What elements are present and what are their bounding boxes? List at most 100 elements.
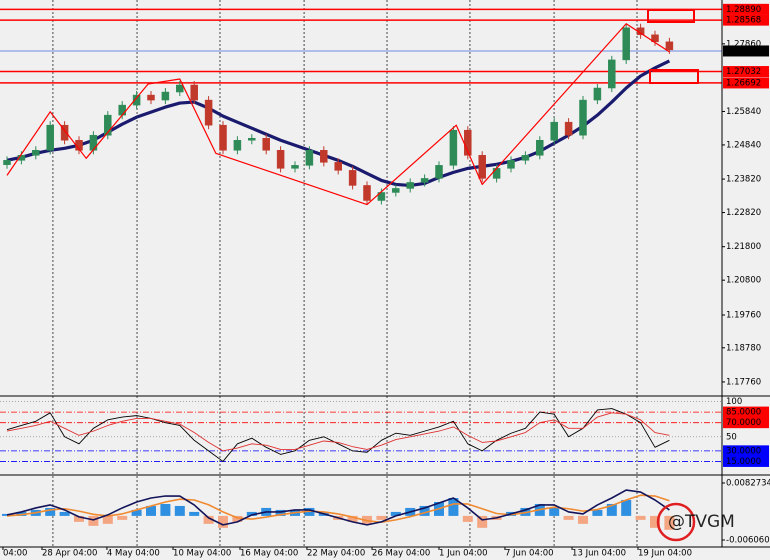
candle-body <box>593 87 602 101</box>
candle-body <box>89 134 98 151</box>
candle-body <box>147 94 155 101</box>
candle-body <box>132 94 141 106</box>
level-label: 1.28568 <box>726 16 761 26</box>
y-tick-label: 30.0000 <box>726 446 761 456</box>
last-price-label: 1.27647 <box>726 46 761 56</box>
x-tick-label: 13 Jun 04:00 <box>572 549 626 559</box>
labels-layer: 04:00 28 Apr 04:00 4 May 04:00 10 May 04:00… <box>3 3 770 559</box>
x-tick-label: 22 May 04:00 <box>307 549 365 559</box>
candle-body <box>17 155 26 161</box>
candle-body <box>550 121 558 141</box>
level-label-box <box>723 3 769 15</box>
y-tick-label: 100 <box>726 397 742 407</box>
oscillator-line <box>6 408 670 462</box>
histogram-bar <box>218 515 228 528</box>
candle-body <box>492 168 501 179</box>
y-tick-label: 1.27860 <box>726 39 761 49</box>
x-tick-label: 7 Jun 04:00 <box>505 549 554 559</box>
histogram-bar <box>88 515 99 526</box>
candle-body <box>507 160 515 169</box>
histogram-bar <box>174 505 185 516</box>
histogram-bar <box>664 515 675 530</box>
macd-line <box>6 489 670 526</box>
y-tick-label: 1.18780 <box>726 343 761 353</box>
histogram-bar <box>246 511 257 516</box>
candle-body <box>248 137 256 141</box>
level-label: 1.28890 <box>726 5 761 15</box>
histogram-bar <box>102 515 113 524</box>
histogram-bar <box>606 503 617 516</box>
watermark-circle <box>656 502 696 542</box>
x-tick-label: 26 May 04:00 <box>372 549 430 559</box>
candle-body <box>161 91 170 101</box>
x-tick-label: 28 Apr 04:00 <box>42 549 97 559</box>
histogram-bar <box>549 507 560 516</box>
histogram-bar <box>592 509 603 516</box>
y-tick-label: 1.25840 <box>726 107 761 117</box>
y-tick-label-box <box>723 406 769 418</box>
y-tick-label-box <box>723 445 769 457</box>
y-tick-label: 1.23820 <box>726 175 761 185</box>
candle-body <box>420 178 429 183</box>
histogram-bar <box>635 515 646 520</box>
y-tick-label: 1.17760 <box>726 377 761 387</box>
candle-body <box>176 84 184 93</box>
histogram-bar <box>477 515 488 528</box>
candle-body <box>204 99 213 126</box>
y-tick-label: 1.21800 <box>726 242 761 252</box>
candle-body <box>190 84 198 101</box>
y-tick-label: 15.0000 <box>726 457 761 467</box>
histogram-bar <box>419 505 430 516</box>
y-tick-label: 1.20800 <box>726 276 761 286</box>
y-tick-label-box <box>723 455 769 467</box>
level-label: 1.27032 <box>726 67 761 77</box>
histogram-bar <box>376 515 387 520</box>
candle-body <box>521 155 530 161</box>
candle-body <box>46 124 54 151</box>
y-tick-label: 70.0000 <box>726 418 761 428</box>
x-tick-label: 16 May 04:00 <box>240 549 298 559</box>
histogram-bar <box>74 515 84 522</box>
histogram-bar <box>275 509 286 516</box>
candle-body <box>579 99 587 136</box>
y-tick-label: 85.0000 <box>726 408 761 418</box>
y-tick-label: 1.24840 <box>726 140 761 150</box>
histogram-bar <box>563 515 574 520</box>
x-tick-label: 04:00 <box>3 549 28 559</box>
candle-body <box>449 129 458 166</box>
level-label-box <box>723 14 769 26</box>
histogram-bar <box>621 499 632 516</box>
candle-body <box>608 59 616 89</box>
histogram-bar <box>462 515 473 522</box>
candle-body <box>665 41 674 51</box>
candle-body <box>219 124 227 151</box>
candle-body <box>536 139 544 156</box>
annotation-box <box>647 9 695 23</box>
histogram-bar <box>448 498 459 516</box>
x-tick-label: 19 Jun 04:00 <box>638 549 692 559</box>
y-tick-label: 1.19760 <box>726 310 761 320</box>
candle-body <box>363 185 371 201</box>
histogram-bar <box>45 507 56 516</box>
histogram-bar <box>203 515 214 524</box>
x-tick-label: 4 May 04:00 <box>107 549 160 559</box>
marks-layer <box>2 23 675 530</box>
histogram-bar <box>146 505 156 516</box>
candle-body <box>233 139 242 151</box>
candle-body <box>406 182 414 189</box>
histogram-bar <box>189 511 200 516</box>
candle-body <box>291 165 299 169</box>
candle-body <box>276 150 285 169</box>
histogram-bar <box>59 511 70 516</box>
candle-body <box>392 188 400 193</box>
histogram-bar <box>347 515 358 522</box>
x-tick-label: 1 Jun 04:00 <box>439 549 488 559</box>
y-tick-label-box <box>723 417 769 429</box>
histogram-bar <box>160 503 171 516</box>
y-tick-label: 50 <box>726 432 737 442</box>
candle-body <box>262 137 270 151</box>
candle-body <box>3 160 11 165</box>
candle-body <box>60 124 69 141</box>
